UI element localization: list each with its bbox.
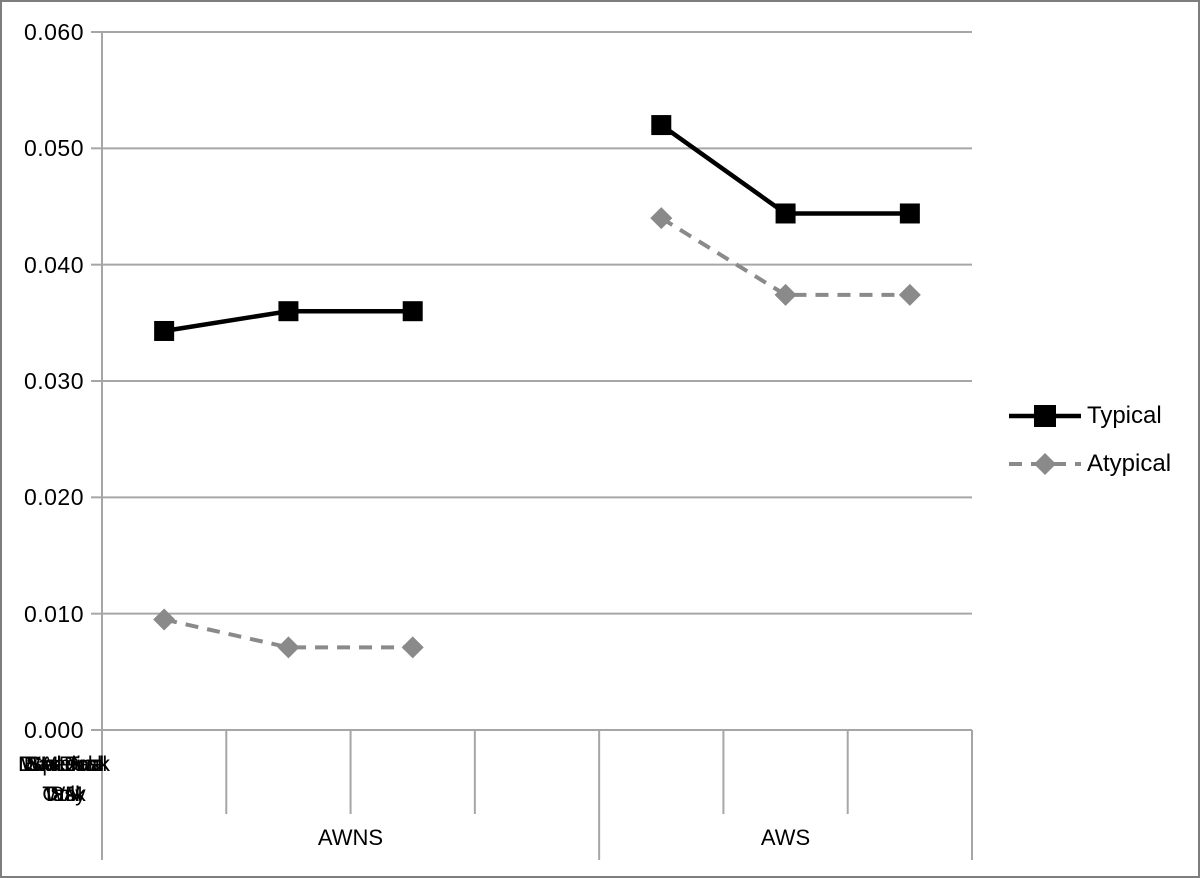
series-typical-marker [899,203,920,224]
legend-marker-sample [1034,453,1056,475]
series-atypical-marker [898,283,921,306]
x-category-label: WM Dual Task [2,740,126,814]
legend-label-atypical: Atypical [1087,450,1172,477]
legend-marker-sample [1034,405,1056,427]
y-tick-label: 0.040 [23,252,84,278]
x-category-label: Dual Task SA [2,740,126,814]
series-typical-marker [278,301,299,322]
y-tick-label: 0.050 [23,135,84,161]
x-category-text: Dual Task WM [18,753,110,806]
series-atypical-marker [277,636,300,659]
x-category-text: Speech Only [28,753,100,806]
x-category-label: Dual Task WM [2,740,126,814]
x-category-text: WM Dual Task [20,753,108,806]
series-typical-marker [154,320,175,341]
series-atypical-marker [401,636,424,659]
series-typical-marker [402,301,423,322]
typical-series-sample-icon [1009,405,1081,427]
legend-item-typical: Typical [1007,392,1197,440]
x-category-label: Speech Only [2,740,126,814]
x-category-label: SA Dual Task [2,740,126,814]
x-category-text: SA Dual Task [26,753,102,806]
series-atypical-line [660,216,910,297]
y-tick-label: 0.000 [23,717,84,743]
legend-item-atypical: Atypical [1007,440,1197,488]
series-typical-line [659,123,910,216]
y-tick-label: 0.060 [23,19,84,45]
y-tick-label: 0.030 [23,368,84,394]
x-group-label-awns: AWNS [317,825,384,850]
series-atypical-marker [650,207,673,230]
x-category-text: Dual Task SA [18,753,110,806]
series-atypical-marker [153,608,176,631]
legend-label-typical: Typical [1087,402,1162,429]
x-category-label: Baseline [2,740,126,814]
y-tick-label: 0.020 [23,484,84,510]
series-typical-marker [651,115,672,136]
x-category-text: Baseline [23,753,105,776]
series-atypical-marker [774,283,797,306]
y-tick-label: 0.010 [23,601,84,627]
x-group-label-aws: AWS [760,825,811,850]
legend: Typical Atypical [1007,392,1197,488]
series-typical-marker [775,203,796,224]
series-atypical-line [163,617,413,650]
atypical-series-sample-icon [1009,453,1081,475]
